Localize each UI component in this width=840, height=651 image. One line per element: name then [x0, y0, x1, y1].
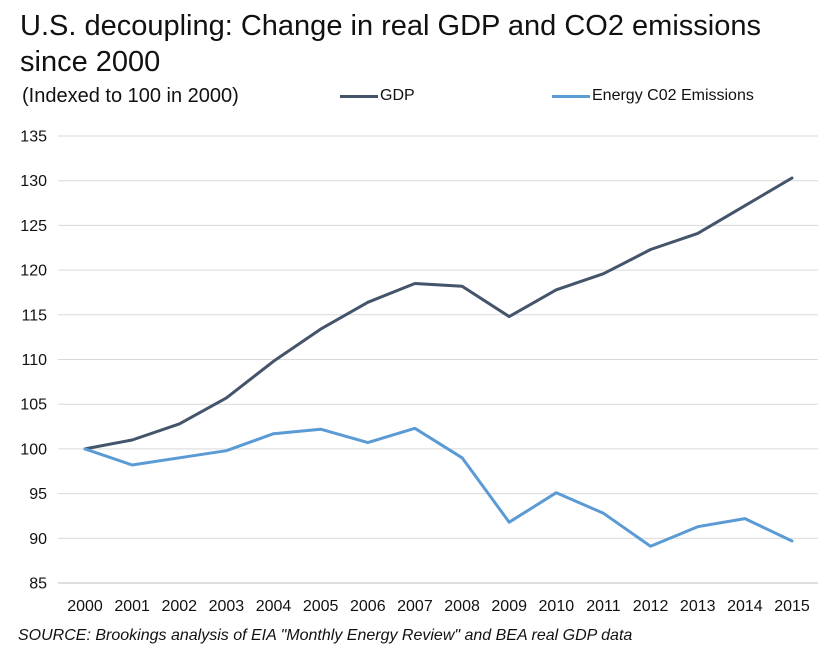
x-tick-label: 2010: [539, 598, 575, 615]
y-tick-label: 120: [20, 263, 47, 280]
chart-title: U.S. decoupling: Change in real GDP and …: [20, 10, 761, 78]
legend-swatch-co2: [552, 94, 590, 98]
x-tick-label: 2004: [256, 598, 292, 615]
x-tick-label: 2005: [303, 598, 339, 615]
chart-subtitle: (Indexed to 100 in 2000): [22, 85, 239, 107]
y-tick-label: 125: [20, 218, 47, 235]
legend-item-co2: Energy C02 Emissions: [552, 84, 754, 108]
x-tick-label: 2011: [586, 598, 621, 615]
y-tick-label: 90: [29, 531, 47, 548]
legend-label-gdp: GDP: [380, 87, 415, 104]
x-tick-label: 2008: [444, 598, 480, 615]
y-tick-label: 95: [29, 486, 47, 503]
x-tick-label: 2013: [680, 598, 716, 615]
x-tick-label: 2003: [209, 598, 245, 615]
x-axis-ticks: 2000 2001 2002 2003 2004 2005 2006 2007 2008 2009…: [67, 598, 810, 615]
series-lines: [83, 176, 794, 548]
gridlines: [58, 135, 818, 584]
legend-label-co2: Energy C02 Emissions: [592, 87, 754, 104]
x-tick-label: 2007: [397, 598, 433, 615]
x-tick-label: 2009: [491, 598, 527, 615]
x-tick-label: 2006: [350, 598, 386, 615]
y-tick-label: 115: [21, 307, 47, 324]
series-line-gdp: [83, 176, 794, 451]
y-tick-label: 135: [20, 129, 47, 146]
x-tick-label: 2001: [114, 598, 150, 615]
y-tick-label: 110: [21, 352, 47, 369]
x-tick-label: 2012: [633, 598, 669, 615]
legend-item-gdp: GDP: [340, 84, 415, 108]
y-tick-label: 130: [20, 173, 47, 190]
source-note: SOURCE: Brookings analysis of EIA "Month…: [18, 627, 633, 644]
y-axis-ticks: 85 90 95 100 105 110 115 120 125 130 135: [20, 129, 47, 593]
series-line-co2: [83, 426, 794, 548]
legend-swatch-gdp: [340, 94, 378, 98]
x-tick-label: 2015: [774, 598, 810, 615]
y-tick-label: 85: [29, 576, 47, 593]
y-tick-label: 100: [20, 441, 47, 458]
y-tick-label: 105: [20, 397, 47, 414]
x-tick-label: 2002: [161, 598, 197, 615]
x-tick-label: 2014: [727, 598, 763, 615]
x-tick-label: 2000: [67, 598, 103, 615]
